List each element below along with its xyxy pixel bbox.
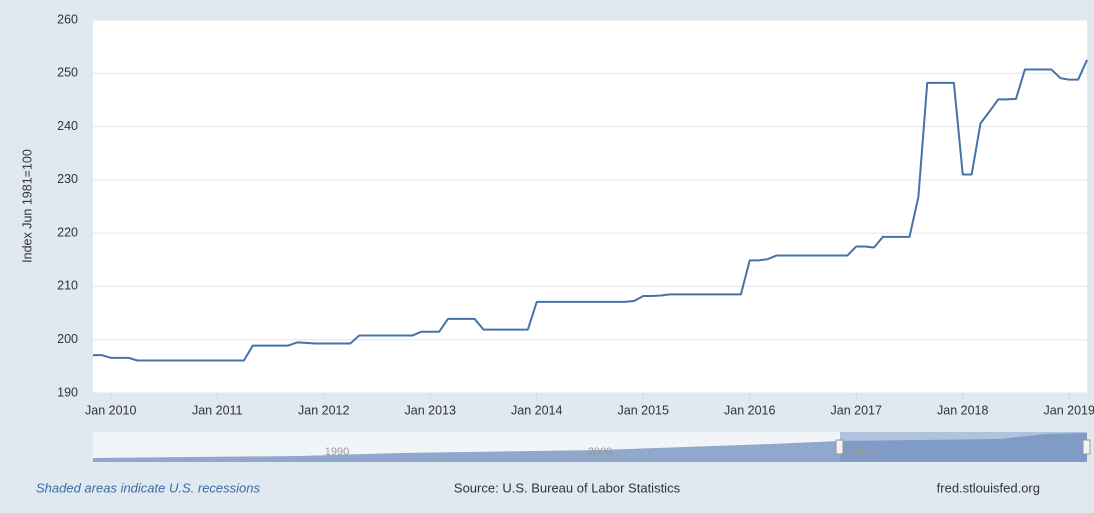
x-tick-label: Jan 2019 xyxy=(1044,403,1094,417)
x-tick-label: Jan 2010 xyxy=(85,403,136,417)
site: fred.stlouisfed.org xyxy=(937,480,1040,495)
y-tick-label: 240 xyxy=(57,119,78,133)
y-tick-label: 250 xyxy=(57,66,78,80)
navigator-label: 2010 xyxy=(852,446,876,458)
y-axis-label: Index Jun 1981=100 xyxy=(20,149,34,263)
y-tick-label: 260 xyxy=(57,12,78,26)
x-tick-label: Jan 2016 xyxy=(724,403,775,417)
x-tick-label: Jan 2012 xyxy=(298,403,349,417)
navigator-label: 2000 xyxy=(588,446,612,458)
navigator-handle[interactable] xyxy=(835,439,844,455)
navigator-handle[interactable] xyxy=(1082,439,1091,455)
x-tick-label: Jan 2015 xyxy=(618,403,669,417)
navigator-area xyxy=(93,433,1087,462)
y-tick-label: 210 xyxy=(57,279,78,293)
y-tick-label: 220 xyxy=(57,225,78,239)
grid xyxy=(93,19,1087,394)
data-line xyxy=(93,59,1088,362)
x-tick-label: Jan 2013 xyxy=(405,403,456,417)
x-tick-label: Jan 2017 xyxy=(831,403,882,417)
source: Source: U.S. Bureau of Labor Statistics xyxy=(454,480,681,495)
navigator: 1990 2000 2010 xyxy=(93,432,1091,462)
x-tick-label: Jan 2011 xyxy=(192,403,243,417)
navigator-label: 1990 xyxy=(325,446,349,458)
y-tick-label: 190 xyxy=(57,385,78,399)
navigator-selection xyxy=(840,432,1087,462)
recession-note: Shaded areas indicate U.S. recessions xyxy=(36,480,261,495)
y-tick-label: 200 xyxy=(57,332,78,346)
x-tick-label: Jan 2018 xyxy=(937,403,988,417)
plot-area xyxy=(93,20,1087,393)
y-tick-label: 230 xyxy=(57,172,78,186)
x-tick-label: Jan 2014 xyxy=(511,403,562,417)
